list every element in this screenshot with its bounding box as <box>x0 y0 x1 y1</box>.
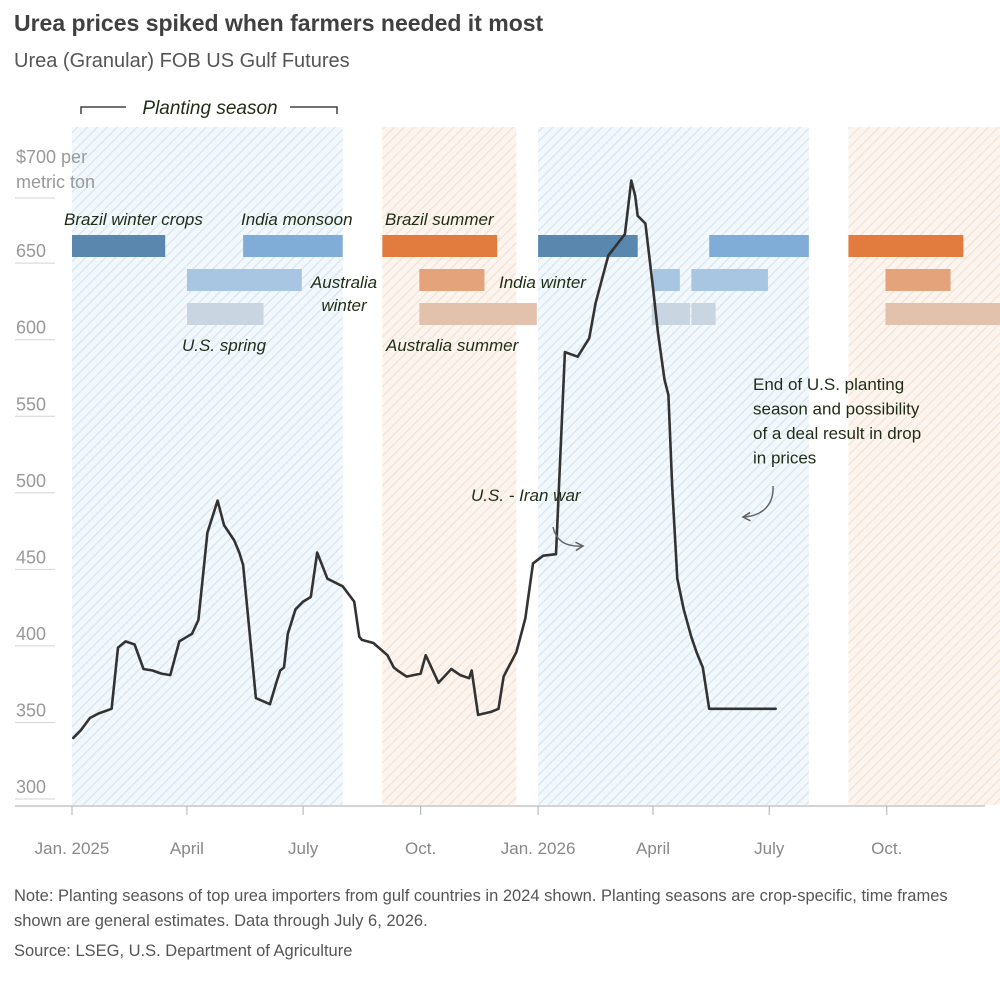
y-tick-label: 300 <box>16 777 46 797</box>
iran-war-label: U.S. - Iran war <box>471 486 582 505</box>
planting-season-bracket: Planting season <box>80 98 338 119</box>
season-bar-2 <box>382 235 498 257</box>
drop-arrow <box>741 485 774 522</box>
x-tick-label: Oct. <box>871 839 902 858</box>
season-bar-11 <box>186 303 264 325</box>
season-bar-10 <box>885 269 951 291</box>
chart-title: Urea prices spiked when farmers needed i… <box>14 10 544 36</box>
season-bar-13 <box>651 303 691 325</box>
x-axis: Jan. 2025 April July Oct. Jan. 2026 April July… <box>15 805 985 858</box>
x-tick-label: Oct. <box>405 839 436 858</box>
season-label: Brazil winter crops <box>64 210 203 229</box>
shaded-period-3 <box>848 127 1000 805</box>
season-label: Brazil summer <box>385 210 495 229</box>
planting-season-shading <box>72 127 1000 805</box>
drop-annotation-text: End of U.S. planting season and possibili… <box>753 375 921 468</box>
chart-source: Source: LSEG, U.S. Department of Agricul… <box>14 942 353 960</box>
season-bar-5 <box>848 235 964 257</box>
season-bar-6 <box>186 269 302 291</box>
season-bar-14 <box>691 303 716 325</box>
chart-subtitle: Urea (Granular) FOB US Gulf Futures <box>14 50 350 72</box>
price-series-line <box>72 179 777 740</box>
season-bar-9 <box>691 269 768 291</box>
y-axis-title-line-2: metric ton <box>16 172 95 192</box>
y-tick-label: 500 <box>16 471 46 491</box>
season-bar-7 <box>419 269 485 291</box>
season-bar-15 <box>885 303 1000 325</box>
x-tick-label: April <box>636 839 670 858</box>
y-tick-label: 600 <box>16 318 46 338</box>
drop-annotation: End of U.S. planting season and possibili… <box>741 375 921 522</box>
x-tick-label: Jan. 2026 <box>501 839 576 858</box>
season-label: India winter <box>499 273 587 292</box>
season-label: U.S. spring <box>182 336 267 355</box>
x-tick-label: July <box>754 839 785 858</box>
season-label: Australia summer <box>385 336 520 355</box>
iran-war-annotation: U.S. - Iran war <box>471 486 585 552</box>
x-tick-label: July <box>288 839 319 858</box>
x-tick-label: Jan. 2025 <box>35 839 110 858</box>
y-axis-title: $700 per metric ton <box>16 147 95 192</box>
iran-war-arrow <box>552 526 585 552</box>
season-bar-12 <box>419 303 537 325</box>
y-axis: 300 350 400 450 500 550 600 650 <box>16 241 46 797</box>
season-label: Australia winter <box>310 273 377 315</box>
x-tick-label: April <box>170 839 204 858</box>
season-bar-8 <box>653 269 680 291</box>
line-chart: Brazil winter crops India monsoon Brazil s… <box>15 98 1000 858</box>
y-tick-lines <box>15 197 55 800</box>
y-tick-label: 550 <box>16 394 46 414</box>
season-label: India monsoon <box>241 210 353 229</box>
season-bar-1 <box>243 235 343 257</box>
y-axis-title-line-1: $700 per <box>16 147 87 167</box>
y-tick-label: 450 <box>16 547 46 567</box>
chart-note: Note: Planting seasons of top urea impor… <box>14 887 948 930</box>
season-bar-4 <box>709 235 809 257</box>
planting-season-label: Planting season <box>142 98 277 119</box>
y-tick-label: 650 <box>16 241 46 261</box>
y-tick-label: 400 <box>16 624 46 644</box>
season-bar-0 <box>72 235 166 257</box>
y-tick-label: 350 <box>16 700 46 720</box>
